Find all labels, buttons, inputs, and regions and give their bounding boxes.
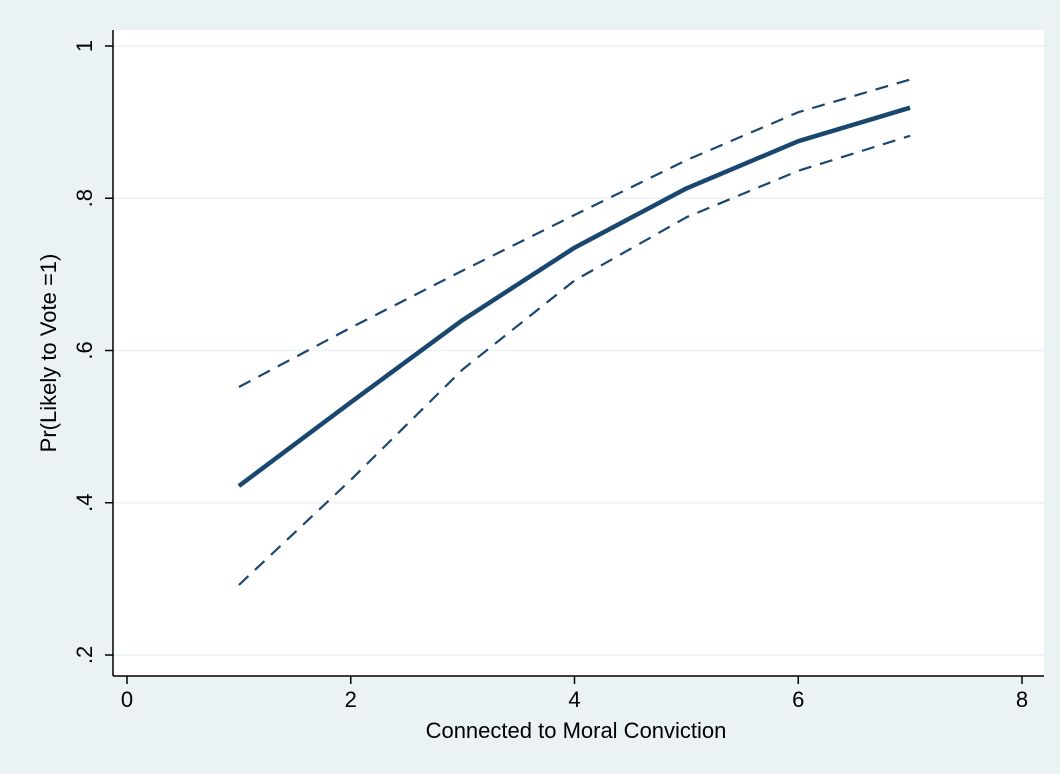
x-tick-label: 2 bbox=[345, 687, 357, 712]
x-tick-label: 8 bbox=[1016, 687, 1028, 712]
x-tick-label: 6 bbox=[792, 687, 804, 712]
y-tick-label: 1 bbox=[72, 40, 97, 52]
axes bbox=[112, 30, 1044, 677]
ticks: .2 .4 .6 .8 1 0 2 4 6 8 bbox=[72, 40, 1028, 712]
y-tick-label: .4 bbox=[72, 494, 97, 512]
x-axis-title: Connected to Moral Conviction bbox=[426, 718, 727, 743]
x-tick-label: 4 bbox=[568, 687, 580, 712]
series-line-estimate bbox=[237, 105, 911, 488]
x-tick-label: 0 bbox=[121, 687, 133, 712]
y-tick-label: .8 bbox=[72, 189, 97, 207]
plot-area bbox=[113, 30, 1044, 676]
y-axis-title: Pr(Likely to Vote =1) bbox=[36, 254, 61, 453]
y-tick-label: .6 bbox=[72, 341, 97, 359]
series-line-upper-ci bbox=[238, 78, 911, 388]
grid-lines bbox=[113, 45, 1044, 656]
y-tick-label: .2 bbox=[72, 646, 97, 664]
series-layer bbox=[237, 78, 911, 586]
